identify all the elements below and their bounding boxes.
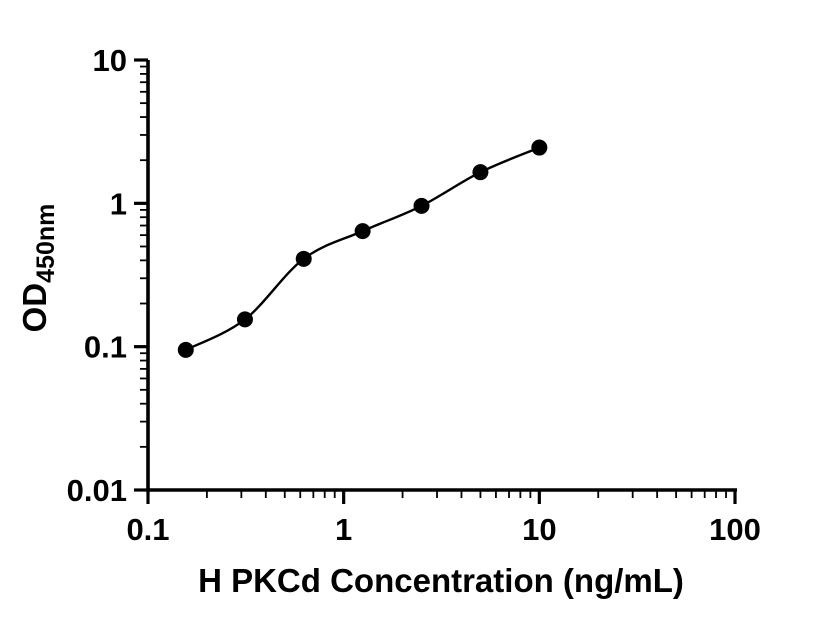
- data-point: [413, 197, 430, 214]
- x-tick-label: 0.1: [126, 512, 169, 547]
- x-tick-label: 1: [335, 512, 352, 547]
- y-axis-title: OD450nm: [16, 204, 60, 333]
- data-point: [295, 250, 312, 267]
- x-tick-label: 10: [522, 512, 556, 547]
- data-point: [472, 164, 489, 181]
- x-axis-title: H PKCd Concentration (ng/mL): [198, 562, 684, 599]
- y-axis-title-main: OD: [16, 283, 53, 333]
- data-point: [177, 341, 194, 358]
- x-tick-label: 100: [709, 512, 761, 547]
- data-point: [531, 139, 548, 156]
- data-point: [354, 223, 371, 240]
- y-tick-label: 1: [110, 186, 127, 221]
- y-tick-label: 0.01: [67, 473, 127, 508]
- y-axis-title-sub: 450nm: [32, 204, 60, 283]
- y-tick-label: 10: [93, 43, 127, 78]
- y-tick-label: 0.1: [84, 330, 127, 365]
- plot-layer: 0.1 1 10 100 0.01 0.1 1 10: [67, 43, 761, 547]
- data-point: [236, 311, 253, 328]
